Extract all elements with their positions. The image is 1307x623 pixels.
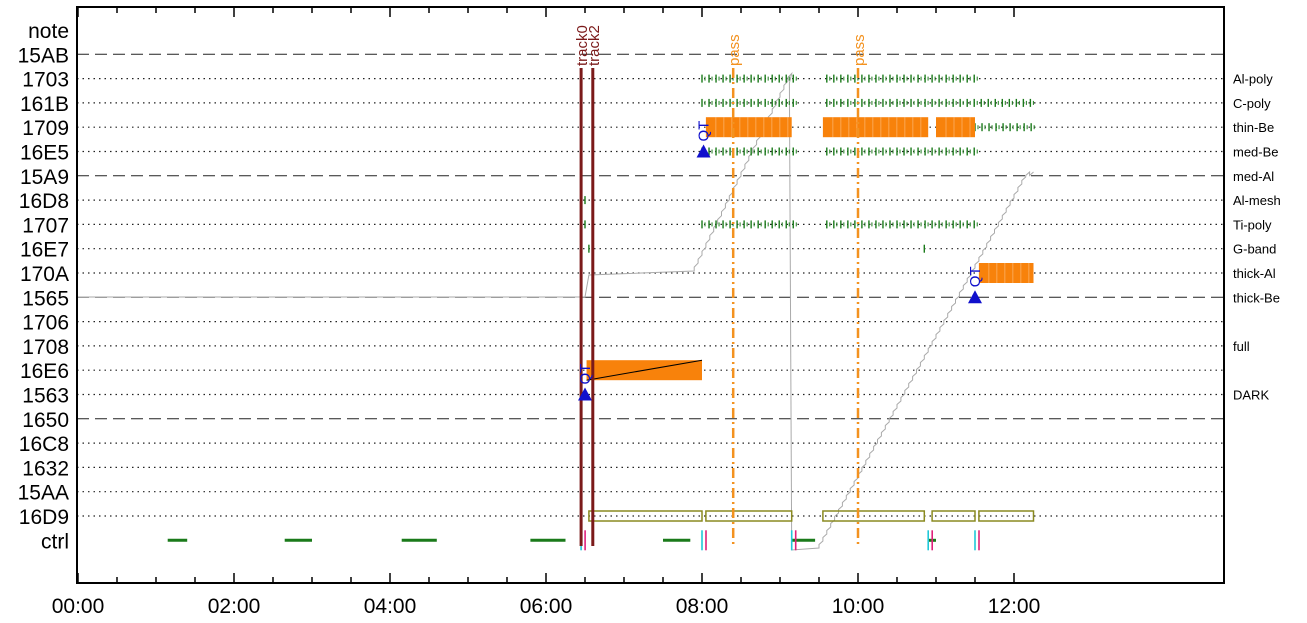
qt-label: QT: [967, 266, 984, 287]
filter-label: thick-Be: [1233, 290, 1280, 305]
x-tick-label: 02:00: [208, 595, 261, 618]
x-tick-label: 12:00: [988, 595, 1041, 618]
row-label: ctrl: [41, 530, 69, 553]
row-label: 15AA: [18, 482, 69, 505]
x-tick-label: 08:00: [676, 595, 729, 618]
sample-tick-marks: [584, 74, 1035, 253]
x-tick-label: 06:00: [520, 595, 573, 618]
qt-label: QT: [577, 364, 594, 385]
qt-triangle: [578, 387, 592, 401]
filter-label: Al-mesh: [1233, 193, 1281, 208]
exposure-bars: [586, 117, 1034, 381]
exposure-diagonal: [586, 359, 703, 381]
ctrl-segments: [167, 530, 980, 551]
row-label: 16D9: [19, 506, 69, 529]
row-label: 16D8: [19, 190, 69, 213]
row-label: 161B: [20, 93, 69, 116]
exposure-bar: [978, 263, 1034, 283]
filter-label: full: [1233, 339, 1250, 354]
filter-label: DARK: [1233, 388, 1269, 403]
filter-label: med-Al: [1233, 169, 1274, 184]
qt-triangle: [968, 290, 982, 304]
x-tick-label: 10:00: [832, 595, 885, 618]
open-interval-boxes: [588, 510, 1035, 522]
filter-label: thick-Al: [1233, 266, 1276, 281]
row-label: 1703: [22, 69, 69, 92]
row-label: 15AB: [18, 44, 69, 67]
row-label: 170A: [20, 263, 69, 286]
filter-label: Ti-poly: [1233, 217, 1272, 232]
row-label: 16E5: [20, 142, 69, 165]
exposure-bar: [822, 117, 929, 138]
x-tick-label: 00:00: [52, 595, 105, 618]
exposure-bar: [936, 117, 975, 138]
row-label: 16E6: [20, 360, 69, 383]
x-axis: 00:00 02:00 04:00 06:00 08:00 10:00 12:00: [52, 7, 1041, 618]
open-interval-box: [978, 510, 1035, 522]
row-label: 16C8: [19, 433, 69, 456]
plot-frame: [76, 6, 1225, 584]
trace-line: [77, 71, 1034, 551]
filter-label: Al-poly: [1233, 72, 1273, 87]
row-label: 15A9: [20, 166, 69, 189]
open-interval-box: [931, 510, 976, 522]
row-labels: note15AB1703161B170916E515A916D8170716E7…: [18, 20, 69, 553]
row-label: 1563: [22, 385, 69, 408]
row-label: 1708: [22, 336, 69, 359]
filter-label: C-poly: [1233, 96, 1271, 111]
open-interval-box: [705, 510, 793, 522]
marker-label: pass: [851, 34, 868, 66]
filter-label: med-Be: [1233, 145, 1279, 160]
qt-triangle: [696, 144, 711, 158]
row-label: 1707: [22, 214, 69, 237]
qt-label: QT: [696, 121, 713, 142]
qt-events: QT QT QT: [577, 121, 984, 401]
x-tick-label: 04:00: [364, 595, 417, 618]
marker-label: track2: [586, 25, 603, 66]
row-label: 16E7: [20, 239, 69, 262]
marker-label: pass: [726, 34, 743, 66]
filter-labels: Al-poly C-poly thin-Be med-Be med-Al Al-mesh T…: [1233, 72, 1281, 403]
marker-label: track0: [574, 25, 591, 66]
temperature-trace: [77, 71, 1034, 551]
row-label: 1632: [22, 457, 69, 480]
filter-label: thin-Be: [1233, 120, 1274, 135]
open-interval-box: [588, 510, 703, 522]
row-label: 1565: [22, 287, 69, 310]
exposure-bar: [705, 117, 792, 138]
row-label: 1650: [22, 409, 69, 432]
row-label: 1709: [22, 117, 69, 140]
filter-label: G-band: [1233, 242, 1276, 257]
row-label: note: [28, 20, 69, 43]
open-interval-box: [822, 510, 926, 522]
row-label: 1706: [22, 312, 69, 335]
